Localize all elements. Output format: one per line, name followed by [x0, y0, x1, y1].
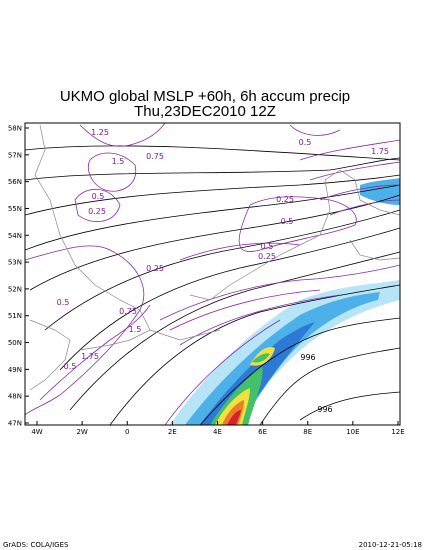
contour-label: 0.25: [146, 264, 164, 273]
map-field: [25, 123, 400, 425]
contour-label: 0.5: [281, 217, 294, 226]
footer-left: GrADS: COLA/IGES: [3, 541, 69, 549]
contour-label: 1.25: [91, 128, 109, 137]
contour-label: 0.5: [92, 192, 105, 201]
lat-label: 57N: [8, 151, 22, 159]
lat-label: 48N: [8, 393, 22, 401]
contour-label: 1.5: [112, 157, 125, 166]
contour-label: 0.75: [119, 307, 137, 316]
contour-label: 0.5: [64, 362, 77, 371]
lat-label: 55N: [8, 205, 22, 213]
map-frame: [24, 122, 401, 426]
contour-label: 0.5: [261, 242, 274, 251]
labels: 58N 57N 56N 55N 54N 53N 52N 51N 50N 49N 48N 47N 4W 2W…: [8, 125, 405, 437]
contour-label: 0.25: [276, 195, 294, 204]
lat-label: 49N: [8, 366, 22, 374]
lon-label: 10E: [346, 428, 359, 436]
lon-label: 4W: [31, 428, 42, 436]
lat-label: 47N: [8, 420, 22, 428]
lon-label: 6E: [258, 428, 267, 436]
lon-label: 8E: [303, 428, 312, 436]
contour-label: 1.5: [129, 325, 142, 334]
lat-label: 54N: [8, 232, 22, 240]
contour-label: 0.75: [146, 152, 164, 161]
contour-label: 0.5: [299, 138, 312, 147]
lat-label: 58N: [8, 125, 22, 133]
contour-label: 0.5: [57, 298, 70, 307]
title-line1: UKMO global MSLP +60h, 6h accum precip: [60, 88, 350, 105]
lon-label: 4E: [213, 428, 222, 436]
contour-label: 0.25: [88, 207, 106, 216]
contour-label: 1.75: [81, 352, 99, 361]
lon-label: 2W: [76, 428, 87, 436]
lon-label: 0: [125, 428, 129, 436]
title-line2: Thu,23DEC2010 12Z: [134, 103, 276, 120]
lat-label: 56N: [8, 178, 22, 186]
lon-label: 2E: [168, 428, 177, 436]
contour-label: 0.25: [258, 252, 276, 261]
lat-label: 52N: [8, 285, 22, 293]
footer-right: 2010-12-21-05:18: [359, 541, 422, 549]
lat-label: 53N: [8, 259, 22, 267]
lat-label: 50N: [8, 339, 22, 347]
contour-label: 996: [300, 353, 315, 362]
lon-label: 12E: [391, 428, 404, 436]
contour-label: 996: [317, 405, 332, 414]
lat-label: 51N: [8, 312, 22, 320]
contour-label: 1.75: [371, 147, 389, 156]
